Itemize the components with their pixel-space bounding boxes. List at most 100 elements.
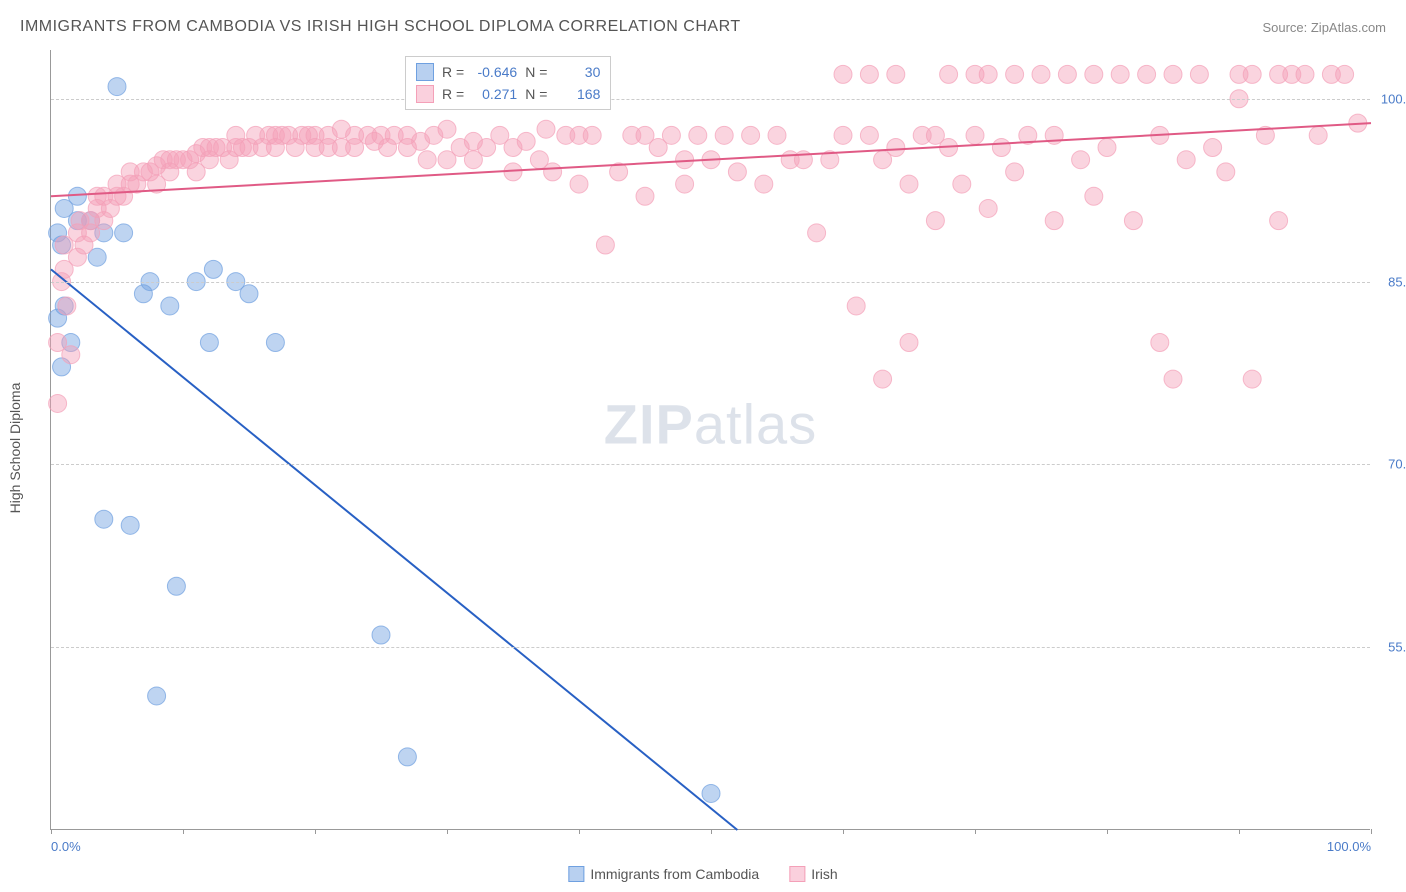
correlation-stats-box: R =-0.646N =30R =0.271N =168 bbox=[405, 56, 611, 110]
data-point bbox=[979, 199, 997, 217]
data-point bbox=[808, 224, 826, 242]
data-point bbox=[1243, 370, 1261, 388]
stats-n-label: N = bbox=[525, 64, 547, 80]
legend-label: Irish bbox=[811, 866, 837, 882]
source-attribution: Source: ZipAtlas.com bbox=[1262, 20, 1386, 35]
data-point bbox=[1190, 65, 1208, 83]
data-point bbox=[1204, 139, 1222, 157]
x-minor-tick bbox=[1107, 829, 1108, 834]
data-point bbox=[240, 285, 258, 303]
data-point bbox=[1124, 212, 1142, 230]
x-minor-tick bbox=[183, 829, 184, 834]
x-minor-tick bbox=[1371, 829, 1372, 834]
data-point bbox=[662, 126, 680, 144]
data-point bbox=[1177, 151, 1195, 169]
data-point bbox=[834, 65, 852, 83]
data-point bbox=[1085, 187, 1103, 205]
data-point bbox=[1058, 65, 1076, 83]
data-point bbox=[544, 163, 562, 181]
stats-n-label: N = bbox=[525, 86, 547, 102]
data-point bbox=[583, 126, 601, 144]
data-point bbox=[1138, 65, 1156, 83]
y-axis-label: High School Diploma bbox=[7, 383, 23, 514]
data-point bbox=[517, 132, 535, 150]
y-tick-label: 100.0% bbox=[1375, 91, 1406, 106]
data-point bbox=[1098, 139, 1116, 157]
stats-r-value: -0.646 bbox=[472, 64, 517, 80]
data-point bbox=[755, 175, 773, 193]
data-point bbox=[860, 126, 878, 144]
data-point bbox=[266, 334, 284, 352]
x-minor-tick bbox=[579, 829, 580, 834]
x-tick-label: 100.0% bbox=[1327, 839, 1371, 854]
data-point bbox=[1336, 65, 1354, 83]
data-point bbox=[167, 577, 185, 595]
data-point bbox=[953, 175, 971, 193]
data-point bbox=[418, 151, 436, 169]
stats-r-label: R = bbox=[442, 64, 464, 80]
stats-r-label: R = bbox=[442, 86, 464, 102]
gridline bbox=[51, 464, 1370, 465]
stats-swatch bbox=[416, 85, 434, 103]
plot-area: ZIPatlas 55.0%70.0%85.0%100.0%0.0%100.0% bbox=[50, 50, 1370, 830]
data-point bbox=[204, 260, 222, 278]
data-point bbox=[121, 516, 139, 534]
data-point bbox=[847, 297, 865, 315]
data-point bbox=[979, 65, 997, 83]
data-point bbox=[68, 187, 86, 205]
data-point bbox=[689, 126, 707, 144]
data-point bbox=[1151, 334, 1169, 352]
data-point bbox=[1085, 65, 1103, 83]
data-point bbox=[676, 175, 694, 193]
data-point bbox=[1006, 163, 1024, 181]
gridline bbox=[51, 99, 1370, 100]
data-point bbox=[200, 334, 218, 352]
data-point bbox=[874, 370, 892, 388]
data-point bbox=[1032, 65, 1050, 83]
legend-item: Immigrants from Cambodia bbox=[568, 866, 759, 882]
data-point bbox=[834, 126, 852, 144]
stats-swatch bbox=[416, 63, 434, 81]
trend-line bbox=[51, 269, 737, 830]
data-point bbox=[438, 120, 456, 138]
data-point bbox=[887, 65, 905, 83]
data-point bbox=[95, 510, 113, 528]
y-tick-label: 85.0% bbox=[1375, 274, 1406, 289]
data-point bbox=[1164, 370, 1182, 388]
legend-label: Immigrants from Cambodia bbox=[590, 866, 759, 882]
data-point bbox=[570, 175, 588, 193]
data-point bbox=[940, 65, 958, 83]
data-point bbox=[992, 139, 1010, 157]
x-minor-tick bbox=[1239, 829, 1240, 834]
data-point bbox=[49, 394, 67, 412]
data-point bbox=[900, 175, 918, 193]
data-point bbox=[676, 151, 694, 169]
data-point bbox=[926, 212, 944, 230]
data-point bbox=[1309, 126, 1327, 144]
x-minor-tick bbox=[315, 829, 316, 834]
data-point bbox=[887, 139, 905, 157]
data-point bbox=[966, 126, 984, 144]
data-point bbox=[1296, 65, 1314, 83]
data-point bbox=[1164, 65, 1182, 83]
data-point bbox=[1111, 65, 1129, 83]
data-point bbox=[1072, 151, 1090, 169]
data-point bbox=[62, 346, 80, 364]
stats-n-value: 30 bbox=[555, 64, 600, 80]
stats-r-value: 0.271 bbox=[472, 86, 517, 102]
y-tick-label: 55.0% bbox=[1375, 640, 1406, 655]
x-minor-tick bbox=[51, 829, 52, 834]
stats-row: R =0.271N =168 bbox=[406, 83, 610, 105]
x-minor-tick bbox=[843, 829, 844, 834]
data-point bbox=[1270, 212, 1288, 230]
data-point bbox=[715, 126, 733, 144]
data-point bbox=[728, 163, 746, 181]
data-point bbox=[1006, 65, 1024, 83]
x-minor-tick bbox=[975, 829, 976, 834]
data-point bbox=[148, 687, 166, 705]
chart-title: IMMIGRANTS FROM CAMBODIA VS IRISH HIGH S… bbox=[20, 18, 741, 36]
data-point bbox=[1243, 65, 1261, 83]
data-point bbox=[1217, 163, 1235, 181]
data-point bbox=[108, 78, 126, 96]
x-minor-tick bbox=[447, 829, 448, 834]
